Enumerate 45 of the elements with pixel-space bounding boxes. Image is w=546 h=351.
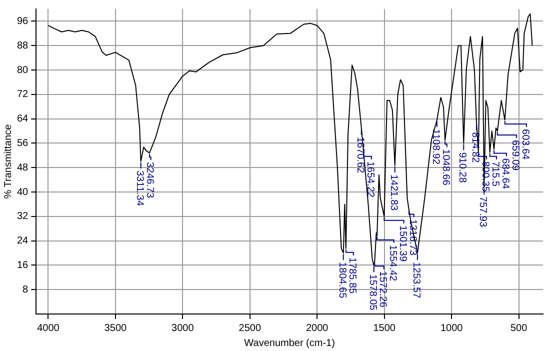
annotation: 1578.05: [366, 274, 378, 311]
annotation: 659.09: [509, 140, 520, 172]
annotation: 1654.22: [364, 161, 376, 198]
annotation: 1316.73: [406, 219, 418, 256]
x-tick-label: 1500: [373, 322, 396, 334]
x-tick-label: 500: [510, 322, 528, 334]
x-tick-label: 1000: [440, 322, 464, 334]
y-tick-label: 64: [17, 114, 29, 125]
annotation: 1554.42: [386, 244, 398, 282]
y-tick-label: 80: [17, 64, 29, 76]
annotation: 1421.83: [388, 174, 399, 212]
y-tick-label: 40: [17, 186, 29, 198]
annotation: 800.35: [479, 161, 490, 192]
annotation: 1253.57: [410, 262, 422, 299]
annotation: 3311.34: [134, 170, 145, 206]
annotation: 757.93: [477, 196, 488, 228]
annotation: 715.5: [489, 161, 500, 187]
annotation: 910.28: [456, 152, 468, 184]
x-axis-title: Wavenumber (cm-1): [244, 338, 335, 349]
y-tick-label: 16: [17, 260, 29, 271]
y-tick-label: 24: [17, 236, 29, 247]
y-axis-title: % Transmittance: [2, 124, 14, 199]
y-tick-label: 96: [17, 16, 29, 27]
annotation: 684.64: [499, 158, 510, 190]
x-tick-label: 3500: [104, 322, 128, 334]
y-tick-label: 88: [17, 40, 29, 52]
x-tick-label: 2500: [238, 322, 262, 334]
y-tick-label: 8: [22, 284, 29, 296]
annotation: 3246.73: [144, 162, 155, 199]
annotation: 1785.85: [346, 257, 358, 294]
annotation: 1108.92: [430, 129, 441, 165]
y-tick-label: 56: [17, 138, 29, 149]
x-tick-label: 2000: [306, 322, 329, 334]
annotation: 1804.65: [336, 262, 348, 299]
annotation: 1572.26: [376, 271, 388, 308]
annotation: 1501.39: [396, 225, 408, 262]
annotation: 1048.66: [440, 149, 451, 186]
annotation: 814.82: [469, 132, 480, 164]
x-tick-label: 4000: [37, 322, 60, 334]
y-tick-label: 32: [17, 211, 29, 222]
annotation: 1670.62: [354, 136, 366, 174]
x-tick-label: 3000: [172, 322, 194, 334]
annotation: 603.64: [519, 129, 530, 160]
y-tick-label: 72: [17, 89, 29, 100]
y-tick-label: 48: [17, 162, 29, 174]
